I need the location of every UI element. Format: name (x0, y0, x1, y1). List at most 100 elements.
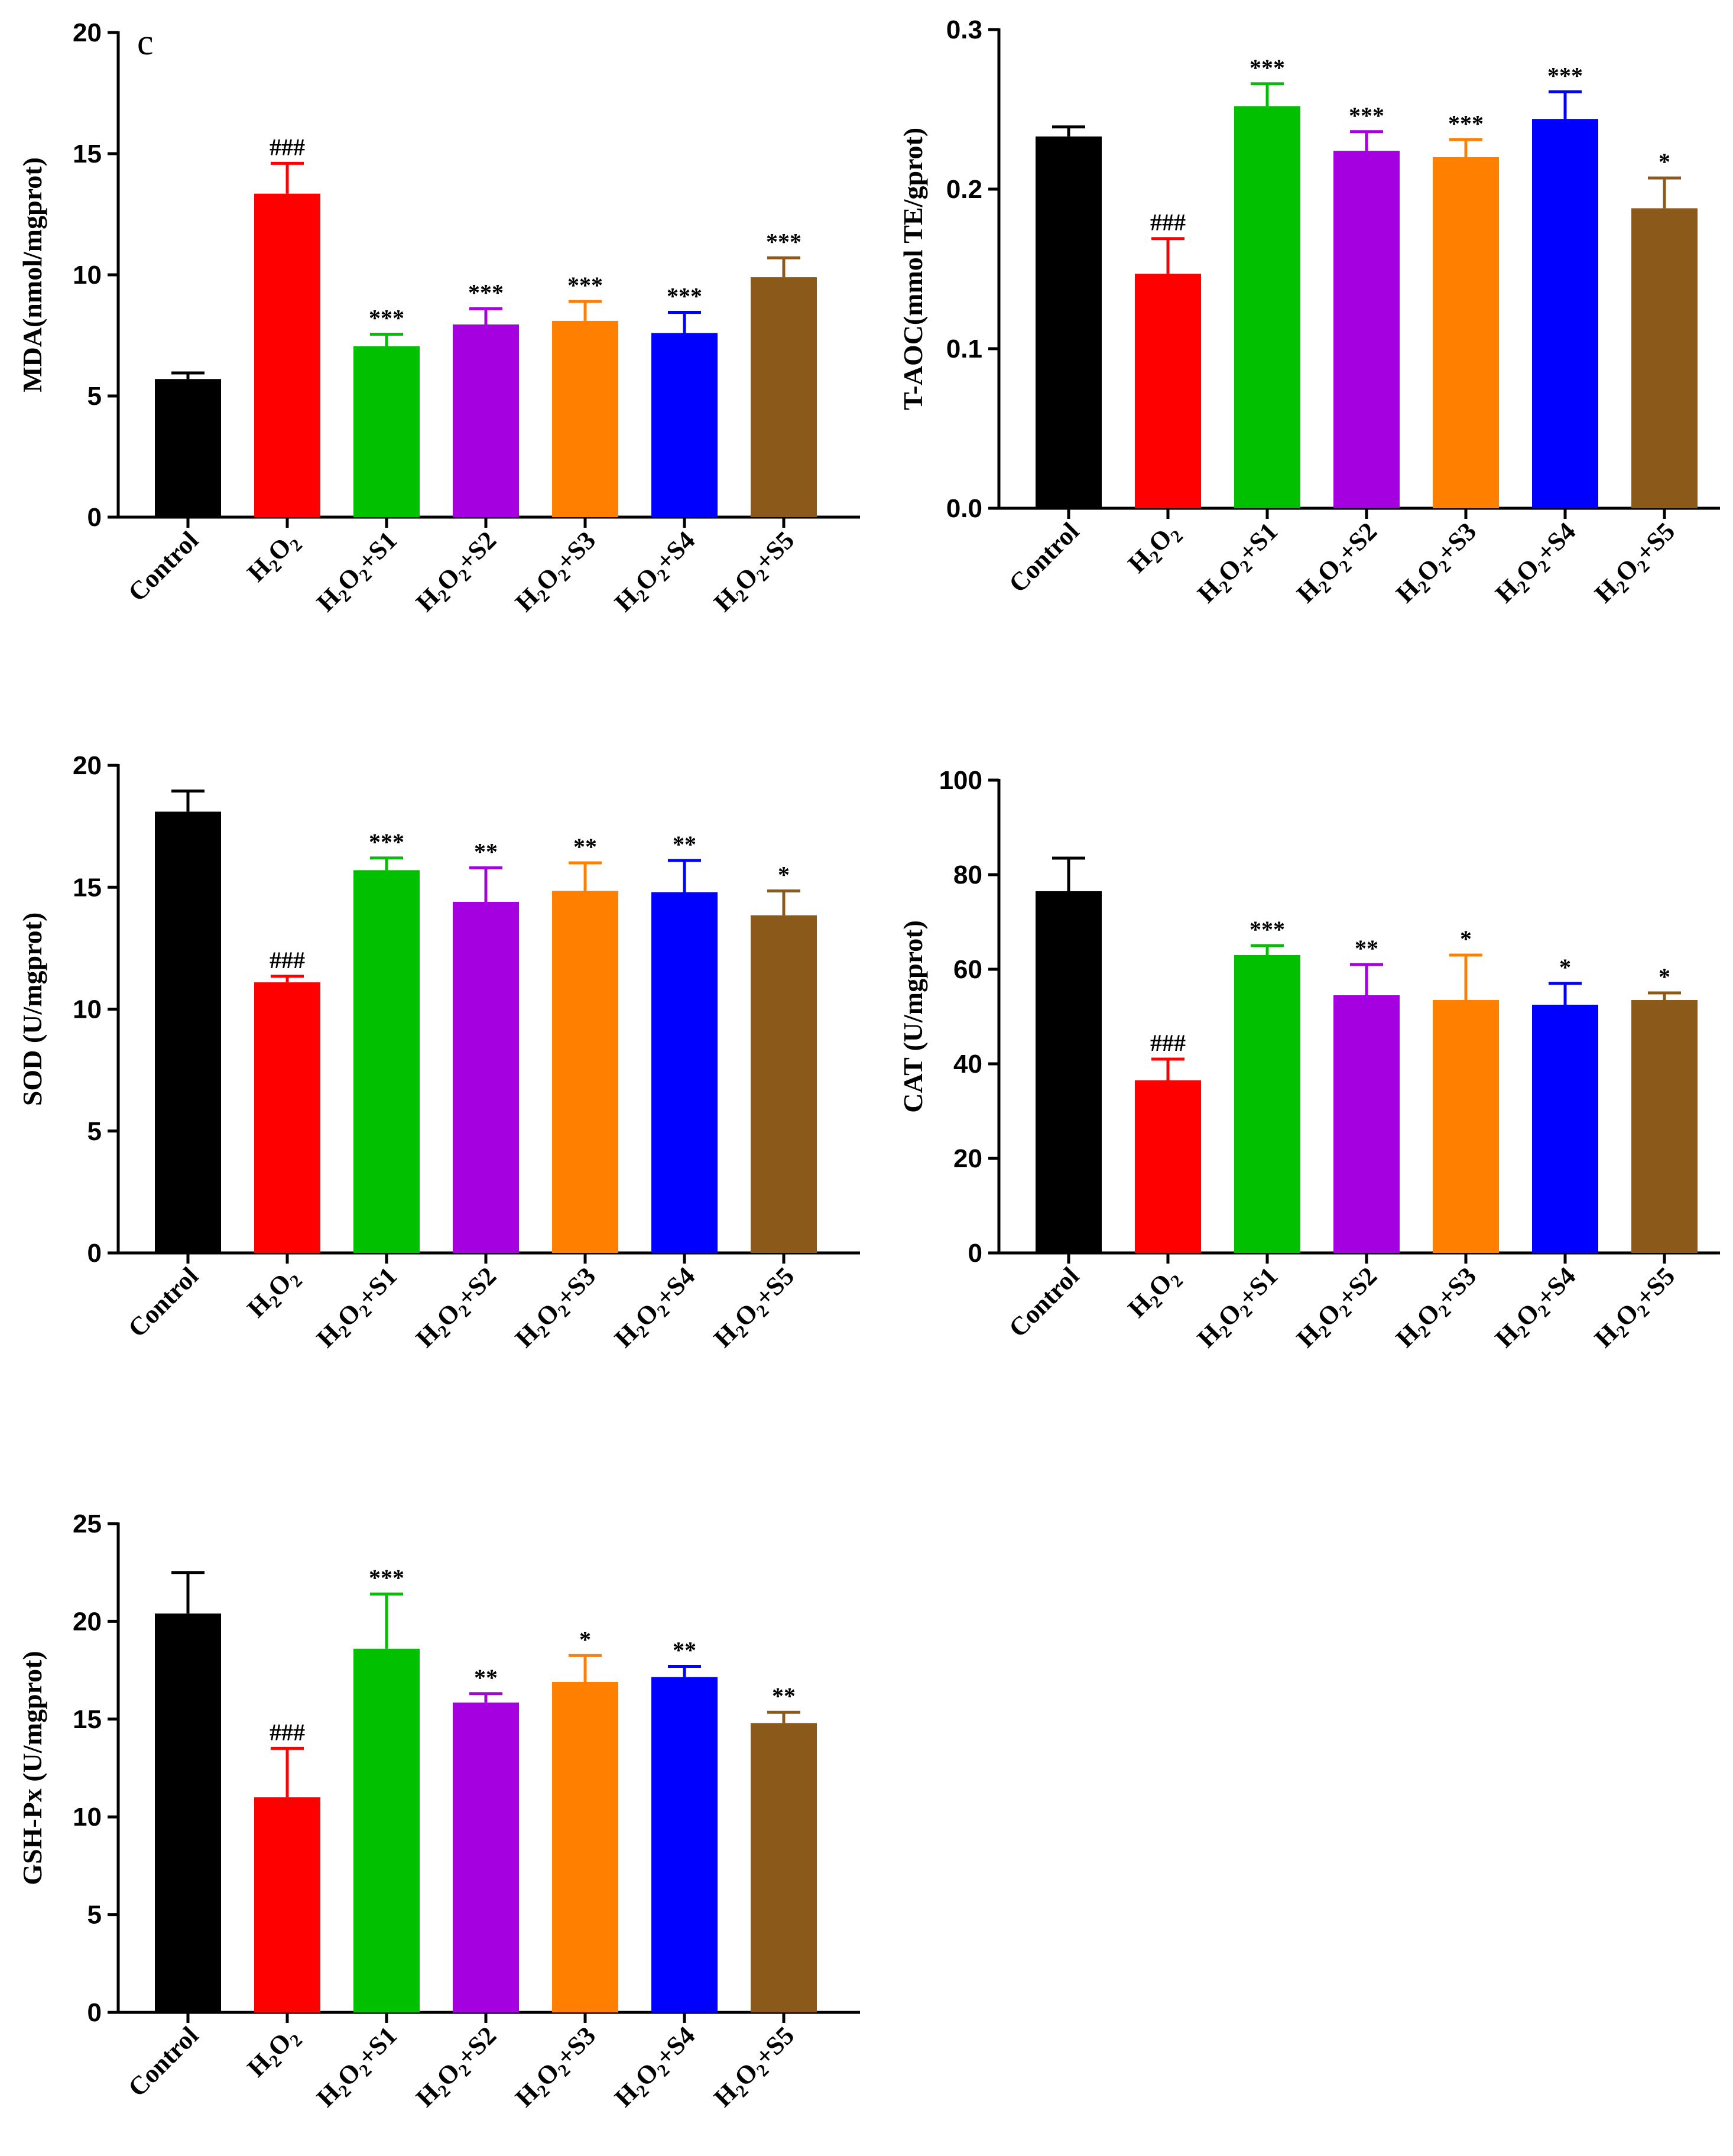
svg-text:H2O2+S5: H2O2+S5 (1589, 517, 1683, 611)
category-label: H2O2+S2 (410, 525, 505, 620)
svg-text:H2O2+S5: H2O2+S5 (1589, 1261, 1683, 1356)
category-label: H2O2+S5 (1589, 517, 1683, 611)
svg-text:Control: Control (1003, 517, 1085, 598)
significance-label: * (778, 861, 790, 888)
y-tick-label: 20 (73, 18, 102, 47)
y-tick-label: 15 (73, 1705, 102, 1734)
svg-text:H2O2+S2: H2O2+S2 (1291, 1261, 1385, 1356)
category-label: Control (122, 2021, 204, 2102)
significance-label: *** (369, 304, 404, 331)
y-tick-label: 20 (73, 1607, 102, 1636)
svg-text:H2O2: H2O2 (242, 1261, 306, 1326)
category-label: H2O2+S4 (609, 2021, 700, 2112)
y-tick-label: 20 (953, 1144, 982, 1173)
bar (1631, 208, 1698, 508)
y-tick-label: 0.2 (946, 175, 982, 204)
y-tick-label: 0.3 (946, 15, 982, 44)
y-tick-label: 25 (73, 1509, 102, 1538)
significance-label: *** (1250, 916, 1285, 943)
significance-label: ### (1150, 1030, 1186, 1056)
significance-label: *** (766, 228, 801, 255)
y-tick-label: 5 (87, 1117, 102, 1146)
svg-text:H2O2+S5: H2O2+S5 (708, 1261, 803, 1356)
svg-text:Control: Control (122, 2021, 204, 2102)
svg-text:H2O2+S3: H2O2+S3 (509, 2021, 604, 2115)
significance-label: *** (1250, 54, 1285, 81)
category-label: H2O2+S1 (311, 525, 403, 617)
y-axis-title: T-AOC(mmol TE/gprot) (898, 128, 928, 410)
y-tick-label: 10 (73, 261, 102, 290)
bar (155, 811, 221, 1253)
y-tick-label: 100 (939, 766, 982, 795)
svg-text:H2O2: H2O2 (1122, 517, 1187, 581)
significance-label: * (1659, 148, 1670, 175)
bar (254, 1797, 320, 2012)
significance-label: ### (270, 1719, 305, 1745)
svg-text:H2O2: H2O2 (242, 2021, 306, 2085)
significance-label: ** (474, 1664, 498, 1691)
category-label: H2O2+S4 (1489, 517, 1581, 608)
bar (1234, 955, 1300, 1253)
significance-label: *** (369, 1564, 404, 1591)
category-label: H2O2+S3 (1390, 517, 1482, 608)
bar (651, 333, 718, 517)
y-tick-label: 0.1 (946, 335, 982, 363)
category-label: H2O2+S1 (1192, 517, 1286, 611)
svg-text:Control: Control (122, 525, 204, 607)
bar (155, 1613, 221, 2012)
svg-text:H2O2+S5: H2O2+S5 (708, 2021, 803, 2115)
y-tick-label: 0.0 (946, 494, 982, 523)
significance-label: ### (1150, 209, 1186, 236)
significance-label: ** (673, 831, 696, 858)
y-tick-label: 5 (87, 1901, 102, 1930)
category-label: H2O2+S4 (1489, 1261, 1581, 1353)
y-axis-title: GSH-Px (U/mgprot) (17, 1651, 47, 1885)
panel-letter: c (137, 22, 154, 63)
significance-label: * (1559, 954, 1571, 980)
y-tick-label: 20 (73, 751, 102, 780)
significance-label: *** (369, 829, 404, 855)
category-label: H2O2+S4 (609, 525, 700, 617)
svg-text:H2O2+S1: H2O2+S1 (1192, 1261, 1286, 1356)
svg-text:H2O2+S2: H2O2+S2 (410, 2021, 505, 2115)
category-label: H2O2+S4 (609, 1261, 700, 1353)
svg-text:H2O2+S2: H2O2+S2 (410, 525, 505, 620)
category-label: H2O2+S5 (1589, 1261, 1683, 1356)
category-label: H2O2+S1 (1192, 1261, 1286, 1356)
significance-label: ** (673, 1637, 696, 1663)
y-axis-title: CAT (U/mgprot) (898, 920, 928, 1113)
svg-text:Control: Control (122, 1261, 204, 1343)
category-label: H2O2+S2 (1291, 1261, 1385, 1356)
y-tick-label: 5 (87, 382, 102, 411)
bar (1532, 119, 1598, 508)
significance-label: *** (1349, 102, 1384, 129)
svg-text:H2O2+S1: H2O2+S1 (1192, 517, 1286, 611)
bar (651, 1677, 718, 2012)
significance-label: ** (474, 838, 498, 865)
category-label: H2O2+S5 (708, 525, 800, 617)
bar (155, 379, 221, 517)
bar (1631, 1000, 1698, 1253)
significance-label: *** (1448, 110, 1484, 137)
svg-text:H2O2+S2: H2O2+S2 (410, 1261, 505, 1356)
significance-label: ### (270, 134, 305, 160)
y-tick-label: 0 (87, 503, 102, 532)
significance-label: ** (573, 833, 597, 860)
bar (1234, 106, 1300, 509)
bar (751, 1723, 817, 2012)
bar (751, 915, 817, 1253)
svg-text:H2O2+S3: H2O2+S3 (1390, 1261, 1485, 1356)
category-label: H2O2+S2 (410, 2021, 505, 2115)
y-tick-label: 10 (73, 995, 102, 1024)
bar (1135, 1080, 1201, 1253)
significance-label: *** (667, 283, 702, 310)
bar (353, 1648, 420, 2012)
svg-text:H2O2+S3: H2O2+S3 (509, 525, 604, 620)
bar (353, 870, 420, 1253)
y-tick-label: 0 (968, 1239, 982, 1268)
chart-panel-5: 0 5 10 15 20 25 GSH-Px (U/mgprot) Control ### H2O… (17, 1509, 860, 2115)
svg-text:H2O2: H2O2 (1122, 1261, 1187, 1326)
significance-label: *** (468, 279, 504, 306)
category-label: H2O2+S5 (708, 1261, 803, 1356)
